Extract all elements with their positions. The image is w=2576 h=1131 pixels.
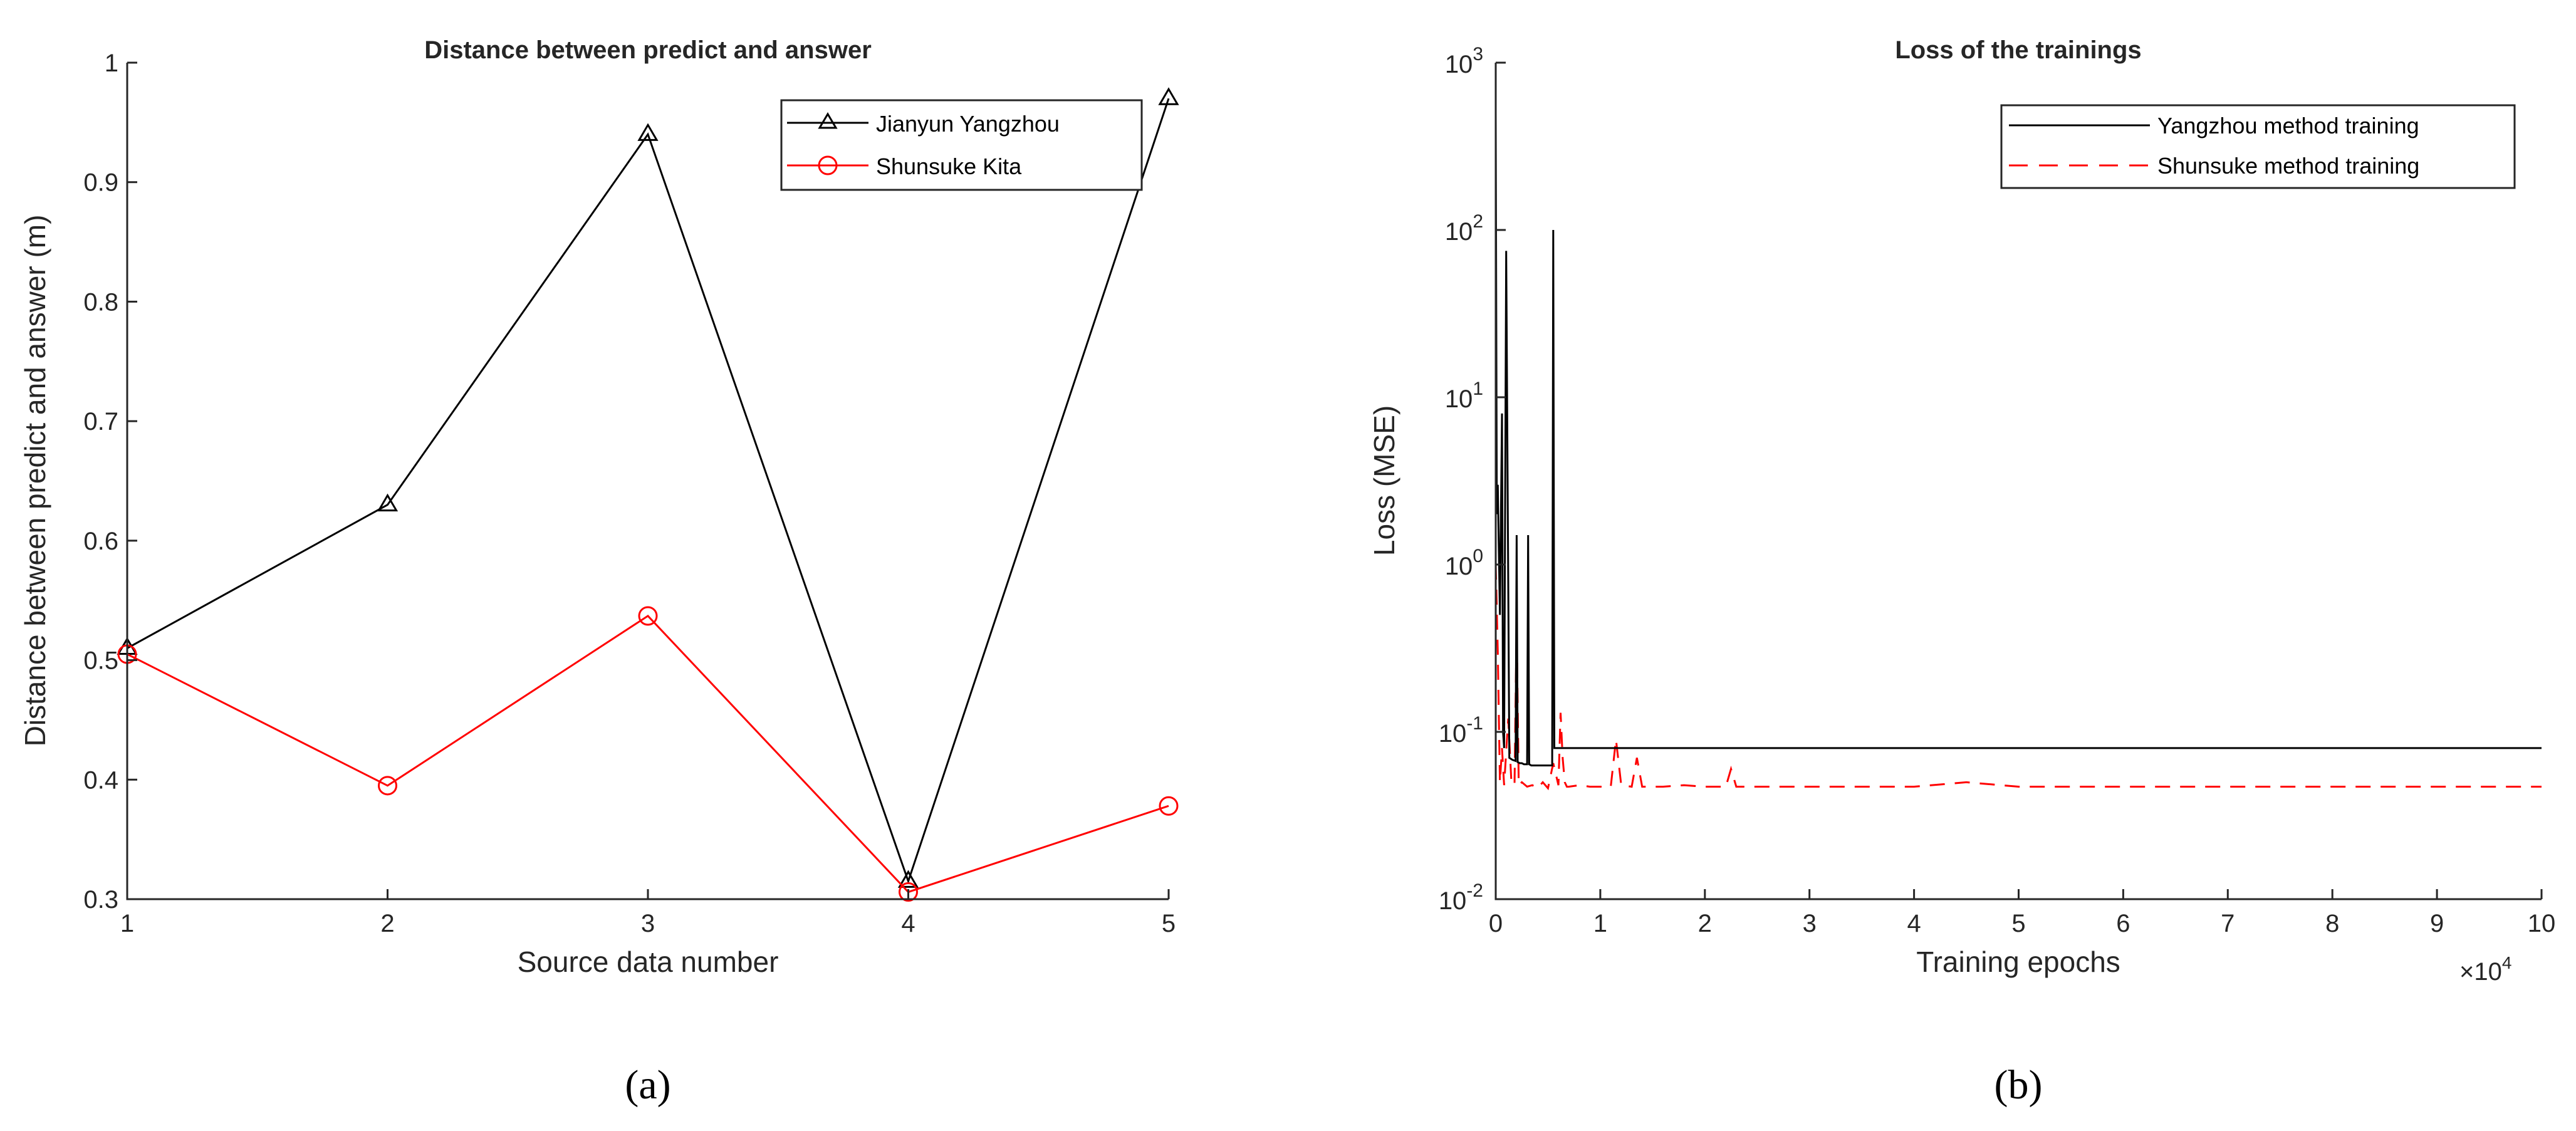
chart-a-legend-label-series-2: Shunsuke Kita: [876, 154, 1022, 179]
chart-a-series-2-point: [638, 606, 658, 626]
chart-b-x-tick-label: 7: [2221, 910, 2234, 937]
chart-a-legend-label-series-1: Jianyun Yangzhou: [876, 111, 1060, 137]
chart-a-x-tick-label: 4: [901, 910, 915, 937]
chart-b-legend-box: [2000, 104, 2516, 189]
chart-b-legend-label-series-1: Yangzhou method training: [2157, 113, 2419, 138]
chart-b-y-tick-base: 10: [1445, 51, 1473, 78]
chart-b-y-tick-base: 10: [1439, 720, 1467, 748]
chart-b-y-tick-base: 10: [1445, 218, 1473, 246]
chart-b-x-tick-label: 1: [1593, 910, 1607, 937]
chart-b-series-layer: [1494, 113, 2542, 791]
chart-b-y-tick-label: 102: [1445, 211, 1483, 246]
chart-b-title: Loss of the trainings: [1895, 36, 2141, 64]
chart-a-x-tick-label: 5: [1162, 910, 1176, 937]
chart-a-y-tick-label: 0.7: [83, 408, 118, 435]
chart-a-series-1-line: [127, 98, 1170, 885]
chart-b-y-tick-exponent: 0: [1473, 546, 1483, 566]
chart-b-x-tick-label: 3: [1803, 910, 1817, 937]
chart-a-series-2-point: [378, 776, 397, 796]
chart-panel-a: 1 2 3 4 5 0.3 0.4 0.5 0.6 0.7 0.8 0.9 1 Distance bet…: [19, 36, 1179, 1108]
chart-b-panel-label: (b): [1995, 1062, 2043, 1108]
chart-b-x-tick-label: 10: [2528, 910, 2556, 937]
chart-b-series-1-line: [1494, 113, 2542, 767]
chart-b-y-tick-base: 10: [1445, 385, 1473, 413]
chart-a-ticks: 1 2 3 4 5 0.3 0.4 0.5 0.6 0.7 0.8 0.9 1: [83, 50, 1176, 937]
chart-a-series-1-point: [637, 123, 659, 141]
chart-a-x-axis-label: Source data number: [518, 946, 779, 978]
chart-b-y-tick-exponent: -2: [1466, 880, 1483, 901]
chart-a-series-1-point: [897, 870, 919, 888]
chart-a-legend-box: [780, 99, 1143, 191]
chart-b-y-tick-label: 103: [1445, 44, 1483, 78]
chart-b-x-tick-label: 6: [2116, 910, 2130, 937]
chart-a-series-2-point: [1159, 796, 1179, 816]
chart-b-plot-area: [1496, 63, 2542, 899]
chart-b-x-tick-label: 2: [1698, 910, 1712, 937]
chart-b-y-tick-base: 10: [1445, 553, 1473, 580]
chart-a-series-1-point: [1158, 87, 1179, 105]
chart-a-legend-marker-series-2: [818, 155, 838, 175]
chart-b-y-axis-label: Loss (MSE): [1368, 405, 1400, 556]
chart-b-y-tick-exponent: 3: [1473, 44, 1483, 65]
chart-a-y-tick-label: 0.5: [83, 647, 118, 675]
chart-a-series-1-point: [377, 493, 399, 512]
chart-a-plot-area: [127, 63, 1169, 899]
chart-b-x-scale-base: ×10: [2459, 958, 2502, 986]
chart-b-legend-label-series-2: Shunsuke method training: [2157, 153, 2419, 179]
chart-b-y-tick-label: 10-1: [1439, 713, 1483, 748]
chart-a-y-tick-label: 1: [105, 50, 118, 77]
chart-a-y-tick-label: 0.8: [83, 288, 118, 316]
chart-b-x-scale-exponent: 4: [2502, 953, 2512, 972]
chart-a-title: Distance between predict and answer: [424, 36, 872, 64]
chart-b-y-tick-base: 10: [1439, 887, 1467, 915]
chart-a-y-tick-label: 0.3: [83, 886, 118, 914]
chart-a-panel-label: (a): [625, 1062, 670, 1108]
chart-b-y-tick-label: 100: [1445, 546, 1483, 580]
chart-a-y-axis-label: Distance between predict and answer (m): [19, 215, 51, 747]
chart-b-y-tick-exponent: -1: [1466, 713, 1483, 734]
chart-a-series-2-line: [127, 615, 1169, 894]
chart-b-x-tick-label: 4: [1907, 910, 1921, 937]
chart-b-y-tick-exponent: 2: [1473, 211, 1483, 232]
chart-a-legend-marker-series-1: [818, 112, 838, 129]
chart-b-y-tick-label: 10-2: [1439, 880, 1483, 915]
chart-b-x-tick-label: 0: [1489, 910, 1503, 937]
chart-b-y-tick-exponent: 1: [1473, 378, 1483, 399]
chart-b-x-axis-label: Training epochs: [1916, 946, 2120, 978]
chart-a-legend: Jianyun Yangzhou Shunsuke Kita: [780, 99, 1143, 191]
chart-b-x-tick-label: 5: [2011, 910, 2025, 937]
chart-a-y-tick-label: 0.9: [83, 169, 118, 197]
chart-a-x-tick-label: 2: [380, 910, 394, 937]
chart-b-x-scale-multiplier: ×104: [2459, 953, 2511, 986]
chart-b-y-tick-label: 101: [1445, 378, 1483, 413]
chart-b-x-tick-label: 8: [2325, 910, 2339, 937]
chart-a-y-tick-label: 0.6: [83, 528, 118, 555]
chart-a-series-2-point: [899, 882, 918, 902]
chart-a-y-tick-label: 0.4: [83, 766, 118, 794]
chart-b-legend: Yangzhou method training Shunsuke method…: [2000, 104, 2516, 189]
chart-a-x-tick-label: 3: [641, 910, 655, 937]
chart-b-x-tick-label: 9: [2430, 910, 2444, 937]
chart-a-x-tick-label: 1: [120, 910, 134, 937]
